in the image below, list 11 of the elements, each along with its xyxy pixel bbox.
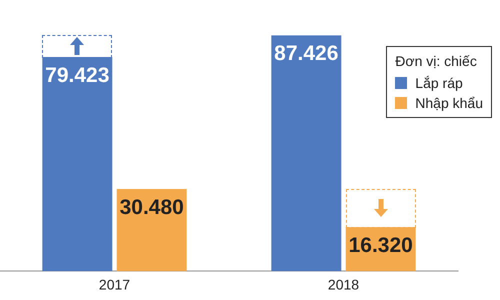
data-label: 30.480	[120, 196, 184, 219]
data-label: 79.423	[45, 64, 110, 87]
legend-label: Lắp ráp	[415, 75, 463, 91]
bar	[271, 35, 342, 272]
legend-label: Nhập khẩu	[415, 95, 483, 111]
x-tick-label: 2018	[328, 276, 360, 292]
data-label: 16.320	[348, 234, 413, 257]
legend-title: Đơn vị: chiếc	[395, 53, 478, 69]
data-label: 87.426	[274, 42, 338, 66]
x-tick-label: 2017	[98, 276, 130, 292]
bar	[116, 188, 187, 272]
